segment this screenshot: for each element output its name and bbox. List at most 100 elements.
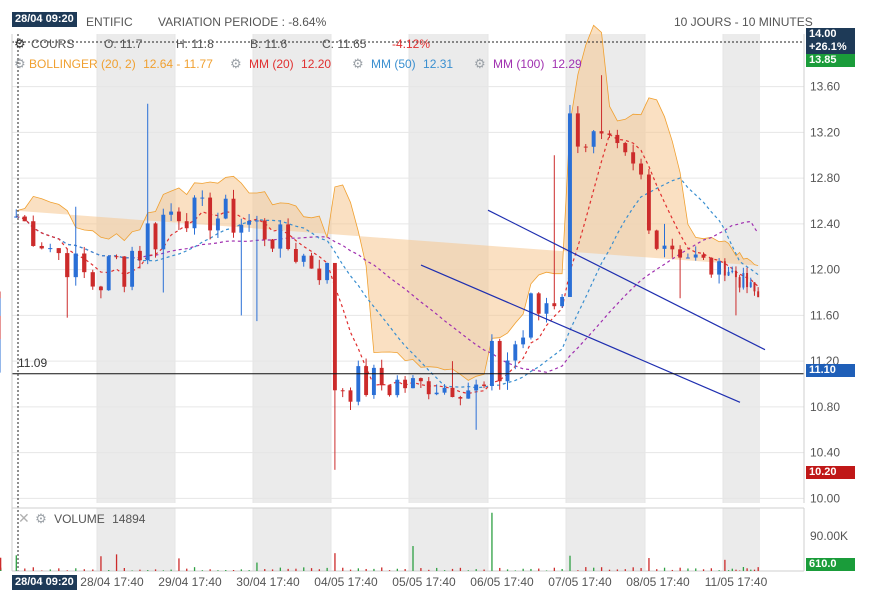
volume-bar <box>617 569 618 571</box>
gear-icon[interactable]: ⚙ <box>230 56 242 71</box>
candle-body <box>388 385 392 395</box>
indicator-label: MM (20) <box>249 57 294 71</box>
candle-body <box>498 341 502 381</box>
candle <box>333 263 337 470</box>
period-label[interactable]: 10 JOURS - 10 MINUTES <box>674 15 813 29</box>
candle-body <box>717 261 721 274</box>
candle-body <box>403 380 407 388</box>
volume-bar <box>147 570 148 571</box>
volume-bar <box>672 570 673 571</box>
candle <box>521 330 525 348</box>
close-icon[interactable]: ✕ <box>18 510 30 526</box>
indicator-mm50[interactable]: ⚙ MM (50) 12.31 <box>352 57 453 71</box>
candle-body <box>57 248 61 253</box>
y-tick-label: 12.00 <box>810 263 840 277</box>
candle-body <box>325 263 329 280</box>
candle-body <box>576 113 580 146</box>
candle <box>341 388 345 397</box>
variation-label: VARIATION PERIODE : -8.64% <box>158 15 326 29</box>
volume-bar <box>554 568 555 571</box>
volume-bar <box>640 568 641 571</box>
candle-body <box>255 220 259 221</box>
candle-body <box>490 341 494 386</box>
volume-bar <box>241 569 242 571</box>
indicator-mm20[interactable]: ⚙ MM (20) 12.20 <box>230 57 331 71</box>
gear-icon[interactable]: ⚙ <box>474 56 486 71</box>
volume-bar <box>358 568 359 571</box>
volume-bar <box>0 570 1 571</box>
gear-icon[interactable]: ⚙ <box>14 56 26 71</box>
volume-bar <box>41 570 42 571</box>
candle <box>48 244 52 252</box>
volume-bar <box>225 570 226 571</box>
indicator-mm100[interactable]: ⚙ MM (100) 12.29 <box>474 57 582 71</box>
volume-bar <box>577 570 578 571</box>
volume-bar <box>233 570 234 571</box>
open-value: O: 11.7 <box>104 37 142 51</box>
candle-body <box>623 143 627 152</box>
x-tick-label: 30/04 17:40 <box>236 575 300 589</box>
cours-label: COURS <box>31 37 74 51</box>
session-shade <box>253 508 331 571</box>
y-tick-label: 11.60 <box>810 308 839 322</box>
candle-body <box>146 223 150 260</box>
volume-bar <box>178 558 179 571</box>
candle-body <box>655 230 659 248</box>
volume-bar <box>695 568 696 571</box>
gear-icon[interactable]: ⚙ <box>35 511 47 526</box>
top-price-badge: 14.00 +26.1% <box>806 28 855 54</box>
candle-body <box>584 147 588 148</box>
candle-body <box>670 246 674 250</box>
volume-bar <box>50 569 51 571</box>
volume-bar <box>139 570 140 571</box>
indicator-bollinger[interactable]: ⚙ BOLLINGER (20, 2) 12.64 - 11.77 <box>14 57 213 71</box>
gear-icon[interactable]: ⚙ <box>352 56 364 71</box>
candle-body <box>247 221 251 225</box>
volume-bar <box>483 570 484 571</box>
volume-bar <box>264 569 265 571</box>
candle-body <box>65 253 69 277</box>
y-tick-label: 13.60 <box>810 80 840 94</box>
candle <box>372 365 376 399</box>
candle-body <box>435 393 439 395</box>
candle-body <box>728 272 730 276</box>
volume-bar <box>452 569 453 571</box>
candle-body <box>122 256 126 286</box>
volume-bar <box>16 555 17 571</box>
volume-bar <box>334 553 335 571</box>
volume-bar <box>625 569 626 571</box>
volume-bar <box>648 558 649 571</box>
candle <box>356 361 360 406</box>
x-tick-label: 08/05 17:40 <box>626 575 690 589</box>
x-tick-label: 06/05 17:40 <box>470 575 534 589</box>
volume-bar <box>530 569 531 571</box>
candle-body <box>529 293 533 337</box>
volume-bar <box>412 546 413 571</box>
y-tick-label: 10.00 <box>810 491 840 505</box>
indicator-value: 12.29 <box>552 57 582 71</box>
volume-bar <box>303 567 304 571</box>
volume-bar <box>680 568 681 571</box>
volume-bar <box>746 568 747 571</box>
candle-body <box>443 388 447 393</box>
x-tick-label: 28/04 17:40 <box>80 575 144 589</box>
candle-body <box>513 344 517 360</box>
y-tick-label: 12.40 <box>810 217 840 231</box>
candle-body <box>395 380 399 395</box>
volume-bar <box>389 570 390 571</box>
volume-bar <box>163 570 164 571</box>
candle <box>130 247 134 290</box>
candle-body <box>411 378 415 388</box>
candle-body <box>364 366 368 395</box>
volume-tick-label: 90.00K <box>810 529 848 543</box>
gear-icon[interactable]: ⚙ <box>14 36 26 51</box>
candle <box>506 352 510 390</box>
candle-body <box>294 249 298 262</box>
candle-body <box>615 135 619 143</box>
volume-bar <box>507 569 508 571</box>
close-value: C: 11.65 <box>322 37 366 51</box>
volume-bar <box>350 570 351 571</box>
candle-body <box>631 152 635 163</box>
candle-body <box>419 378 423 381</box>
